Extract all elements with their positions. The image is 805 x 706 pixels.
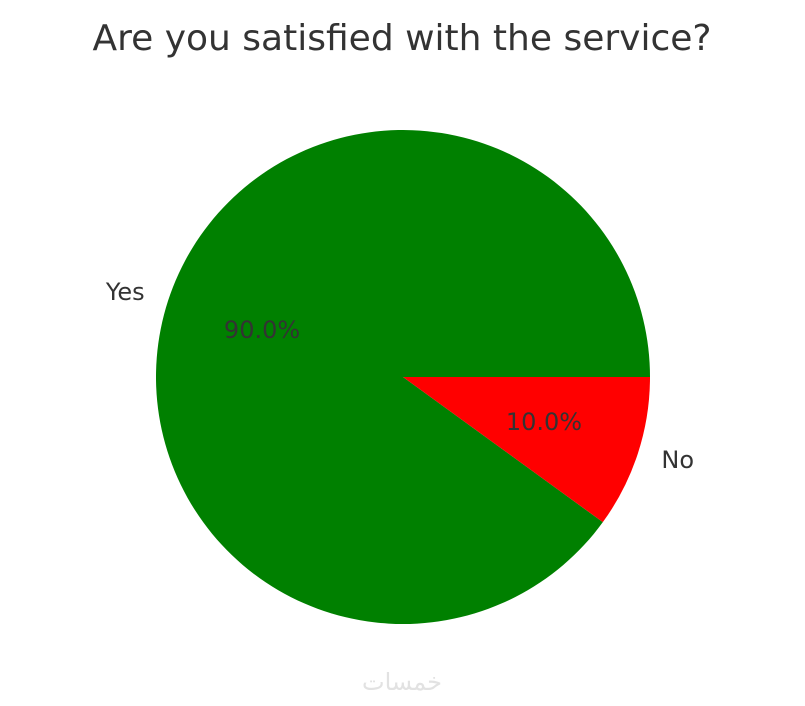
slice-label: Yes [105,278,145,306]
value-label: 10.0% [506,408,582,436]
chart-title: Are you satisfied with the service? [92,18,711,59]
pie-slice [156,130,650,625]
slice-label: No [661,446,694,474]
value-label: 90.0% [224,316,300,344]
watermark: خمسات [362,668,442,696]
pie-slice [403,377,650,523]
